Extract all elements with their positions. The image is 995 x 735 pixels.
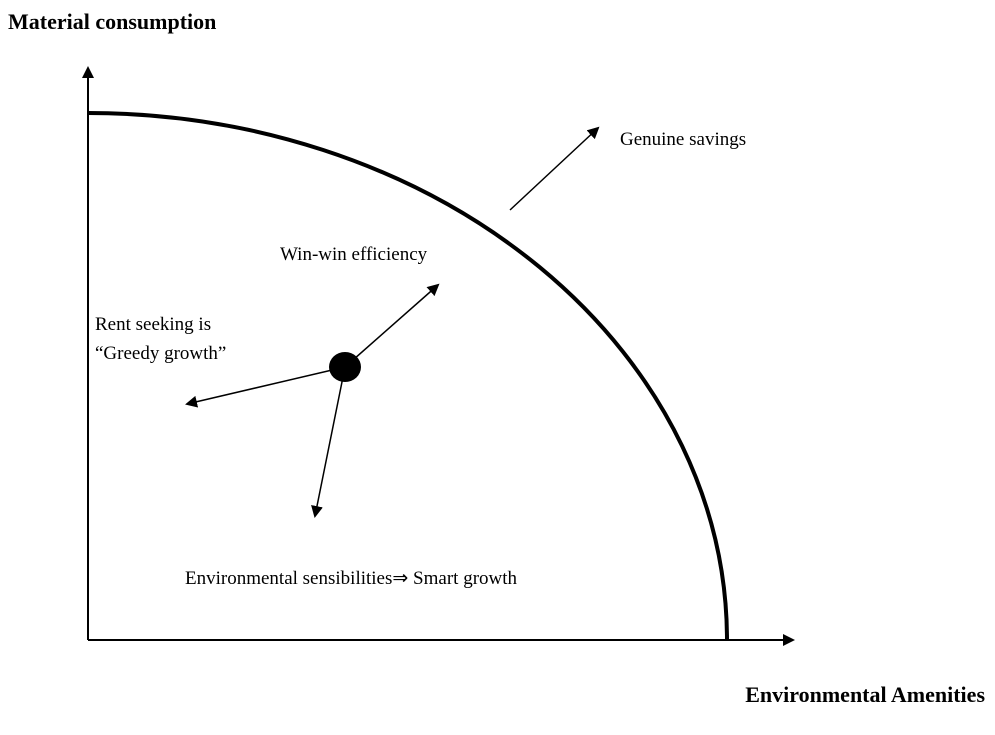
smart-growth-label: Environmental sensibilities⇒ Smart growt…	[185, 568, 518, 589]
rent-seeking-arrow	[185, 366, 346, 408]
frontier-curve	[87, 111, 729, 641]
win-win-label: Win-win efficiency	[280, 244, 428, 265]
smart-growth-arrow	[311, 366, 346, 518]
genuine-savings-label: Genuine savings	[620, 129, 746, 150]
genuine-savings-arrow	[509, 126, 600, 211]
diagram-title: Material consumption	[8, 9, 216, 34]
rent-seeking-label: Rent seeking is	[95, 314, 211, 335]
x-axis-label: Environmental Amenities	[745, 682, 985, 707]
rent-seeking-label: “Greedy growth”	[95, 343, 226, 364]
win-win-arrow	[344, 283, 440, 368]
